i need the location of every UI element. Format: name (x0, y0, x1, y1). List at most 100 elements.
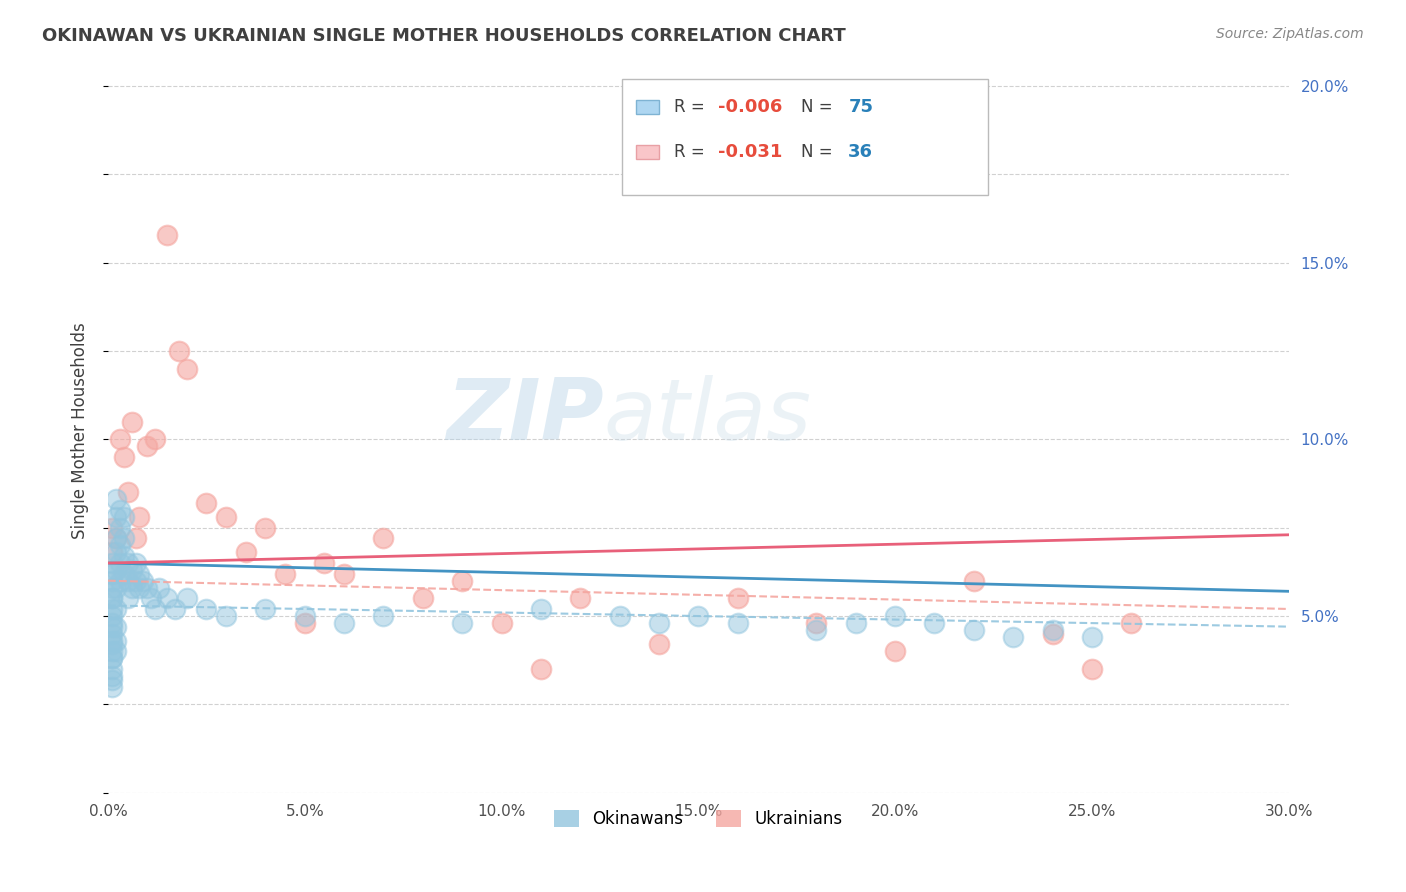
Point (104, 532, 127, 546)
Point (101, 662, 124, 676)
Point (569, 591, 592, 606)
Text: N =: N = (801, 98, 838, 116)
Point (333, 566, 356, 581)
Text: -0.006: -0.006 (718, 98, 783, 116)
Text: 36: 36 (848, 143, 873, 161)
Point (104, 620, 127, 634)
Point (101, 545, 124, 559)
Point (648, 616, 671, 631)
Point (167, 344, 190, 359)
Point (727, 591, 749, 606)
Point (163, 602, 186, 616)
Text: 75: 75 (848, 98, 873, 116)
Point (101, 633, 124, 648)
Point (117, 556, 139, 570)
Point (884, 609, 907, 624)
FancyBboxPatch shape (621, 79, 987, 195)
Point (128, 566, 150, 581)
Point (373, 532, 395, 546)
Point (104, 581, 127, 595)
Point (104, 532, 127, 546)
Point (143, 602, 166, 616)
Point (101, 680, 124, 694)
Point (1081, 662, 1104, 676)
Point (924, 616, 946, 631)
Point (195, 602, 218, 616)
Point (1002, 630, 1025, 644)
Point (451, 616, 474, 631)
Point (176, 361, 198, 376)
Point (688, 609, 710, 624)
Point (101, 644, 124, 658)
Point (104, 602, 127, 616)
Point (117, 591, 139, 606)
Point (108, 433, 131, 447)
Point (108, 503, 131, 517)
Point (143, 433, 166, 447)
Point (294, 616, 316, 631)
Point (254, 521, 277, 535)
Point (112, 566, 135, 581)
Point (648, 637, 671, 651)
Point (121, 563, 143, 577)
Point (1081, 630, 1104, 644)
Point (254, 602, 277, 616)
Point (806, 616, 828, 631)
Text: N =: N = (801, 143, 838, 161)
Point (141, 591, 163, 606)
Text: atlas: atlas (603, 375, 811, 458)
Point (148, 581, 170, 595)
Point (112, 450, 135, 464)
Point (274, 566, 297, 581)
Point (176, 591, 198, 606)
Point (112, 549, 135, 563)
Point (530, 602, 553, 616)
Text: -0.031: -0.031 (718, 143, 783, 161)
Point (104, 644, 127, 658)
Point (124, 532, 146, 546)
Point (117, 485, 139, 500)
Point (412, 591, 434, 606)
Point (101, 616, 124, 631)
Point (136, 440, 159, 454)
Point (108, 574, 131, 588)
Point (884, 644, 907, 658)
Text: Source: ZipAtlas.com: Source: ZipAtlas.com (1216, 27, 1364, 41)
Point (235, 545, 257, 559)
Point (112, 532, 135, 546)
Point (156, 591, 179, 606)
Point (530, 662, 553, 676)
Point (101, 669, 124, 683)
FancyBboxPatch shape (636, 100, 659, 114)
Point (195, 496, 218, 510)
Point (806, 623, 828, 637)
Point (124, 556, 146, 570)
Point (373, 609, 395, 624)
Point (101, 591, 124, 606)
Point (101, 602, 124, 616)
Point (101, 637, 124, 651)
Point (101, 609, 124, 624)
Point (727, 616, 749, 631)
FancyBboxPatch shape (636, 145, 659, 159)
Point (104, 563, 127, 577)
Point (451, 574, 474, 588)
Point (845, 616, 868, 631)
Point (1042, 623, 1064, 637)
Point (963, 574, 986, 588)
Point (101, 673, 124, 687)
Point (101, 581, 124, 595)
Point (121, 581, 143, 595)
Text: R =: R = (673, 143, 714, 161)
Legend: Okinawans, Ukrainians: Okinawans, Ukrainians (547, 804, 849, 835)
Text: ZIP: ZIP (446, 375, 603, 458)
Point (112, 510, 135, 524)
Point (101, 556, 124, 570)
Point (108, 556, 131, 570)
Point (108, 521, 131, 535)
Point (1121, 616, 1143, 631)
Point (124, 574, 146, 588)
Point (1042, 626, 1064, 640)
Point (104, 492, 127, 507)
Point (314, 556, 336, 570)
